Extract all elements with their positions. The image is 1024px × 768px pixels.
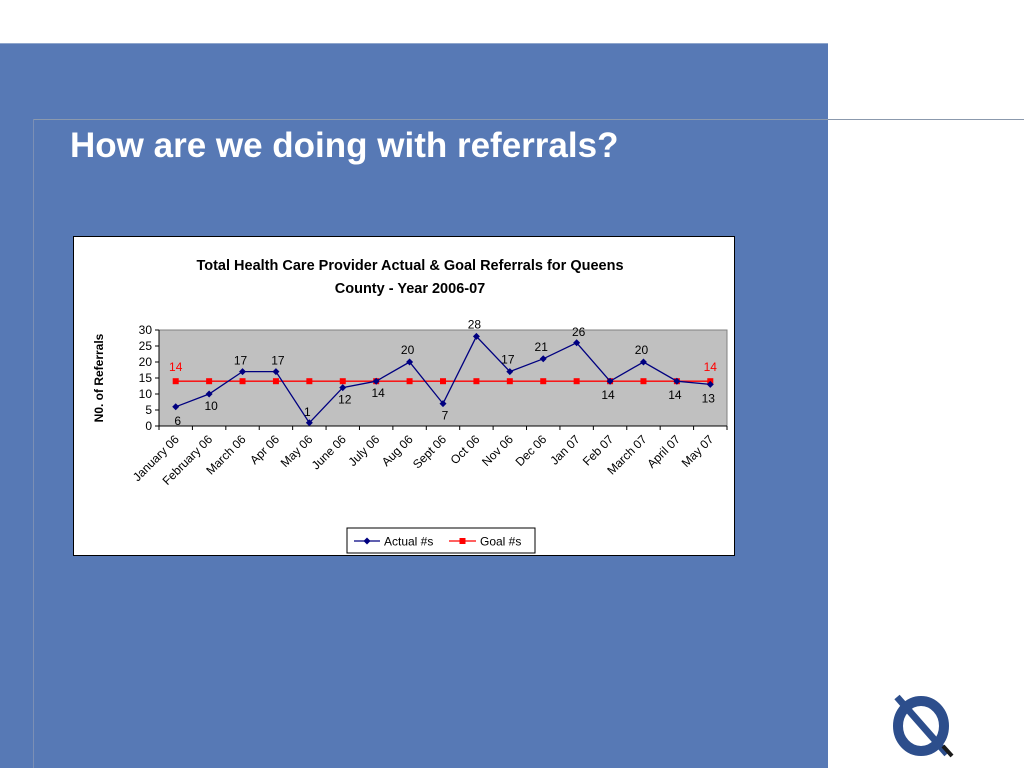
actual-data-label: 1: [304, 405, 311, 419]
legend-goal-label: Goal #s: [480, 535, 521, 549]
goal-point: [272, 378, 279, 385]
actual-point: [372, 377, 380, 385]
actual-point: [305, 419, 313, 427]
chart-container: Total Health Care Provider Actual & Goal…: [73, 236, 735, 556]
x-tick-label: May 07: [679, 432, 717, 470]
actual-data-label: 26: [572, 325, 586, 339]
actual-point: [172, 403, 180, 411]
left-divider-line: [33, 119, 34, 768]
x-tick-label: April 07: [644, 432, 683, 471]
chart-title-line-2: County - Year 2006-07: [335, 281, 485, 297]
actual-data-label: 7: [442, 409, 449, 423]
y-axis-label: N0. of Referrals: [92, 333, 106, 422]
y-tick-label: 10: [139, 387, 153, 401]
actual-data-label: 12: [338, 393, 352, 407]
goal-data-label: 14: [704, 360, 718, 374]
legend-actual-marker: [363, 537, 371, 545]
x-tick-label: Apr 06: [247, 432, 282, 467]
y-tick-label: 5: [145, 403, 152, 417]
actual-point: [406, 358, 414, 366]
panel-top-border: [0, 43, 828, 44]
x-tick-label: July 06: [346, 432, 383, 469]
goal-point: [640, 378, 647, 385]
x-tick-label: Jan 07: [547, 432, 583, 468]
actual-point: [472, 332, 480, 340]
y-tick-label: 0: [145, 419, 152, 433]
actual-point: [506, 368, 514, 376]
x-tick-label: Sept 06: [410, 432, 449, 471]
goal-point: [206, 378, 213, 385]
logo-ring: [893, 696, 949, 756]
goal-point: [172, 378, 179, 385]
slide-title: How are we doing with referrals?: [70, 126, 619, 165]
goal-point: [573, 378, 580, 385]
x-tick-label: Nov 06: [479, 432, 516, 469]
line-chart: Total Health Care Provider Actual & Goal…: [92, 258, 728, 554]
goal-point: [406, 378, 413, 385]
legend-goal-marker: [459, 538, 466, 544]
actual-data-label: 17: [501, 353, 515, 367]
actual-point: [673, 377, 681, 385]
actual-data-label: 21: [535, 340, 549, 354]
logo-slash-tail: [941, 744, 954, 758]
actual-point: [606, 377, 614, 385]
goal-point: [440, 378, 446, 385]
actual-data-label: 20: [635, 343, 649, 357]
goal-point: [540, 378, 547, 385]
x-tick-label: Dec 06: [513, 432, 550, 469]
actual-point: [639, 358, 647, 366]
plot-area: [158, 329, 728, 427]
x-tick-label: Oct 06: [448, 432, 483, 467]
title-divider-line: [33, 119, 1024, 120]
x-tick-label: June 06: [309, 432, 349, 472]
goal-point: [473, 378, 480, 385]
y-tick-label: 20: [139, 355, 153, 369]
actual-point: [239, 368, 247, 376]
y-tick-label: 30: [139, 323, 153, 337]
actual-data-label: 14: [668, 388, 682, 402]
actual-point: [339, 384, 347, 392]
actual-data-label: 6: [174, 414, 181, 428]
goal-data-label: 14: [169, 360, 183, 374]
actual-point: [539, 355, 547, 363]
actual-data-label: 13: [702, 391, 716, 405]
goal-point: [239, 378, 246, 385]
goal-point: [339, 378, 346, 385]
actual-point: [439, 400, 447, 408]
actual-point: [205, 390, 213, 398]
actual-data-label: 14: [601, 388, 615, 402]
x-tick-label: Aug 06: [379, 432, 416, 469]
goal-point: [506, 378, 513, 385]
legend: Actual #s Goal #s: [346, 527, 536, 554]
actual-data-label: 17: [271, 354, 285, 368]
actual-data-label: 20: [401, 343, 415, 357]
actual-point: [706, 380, 714, 388]
legend-actual-label: Actual #s: [384, 535, 433, 549]
actual-point: [272, 368, 280, 376]
actual-data-label: 10: [204, 399, 218, 413]
queens-q-logo-icon: [893, 694, 954, 758]
actual-point: [573, 339, 581, 347]
actual-data-label: 14: [371, 386, 385, 400]
y-tick-label: 25: [139, 339, 153, 353]
actual-data-label: 17: [234, 354, 248, 368]
actual-data-label: 28: [468, 317, 482, 331]
chart-title-line-1: Total Health Care Provider Actual & Goal…: [196, 258, 623, 274]
goal-point: [306, 378, 313, 385]
logo-slash: [894, 694, 950, 757]
y-tick-label: 15: [139, 371, 153, 385]
